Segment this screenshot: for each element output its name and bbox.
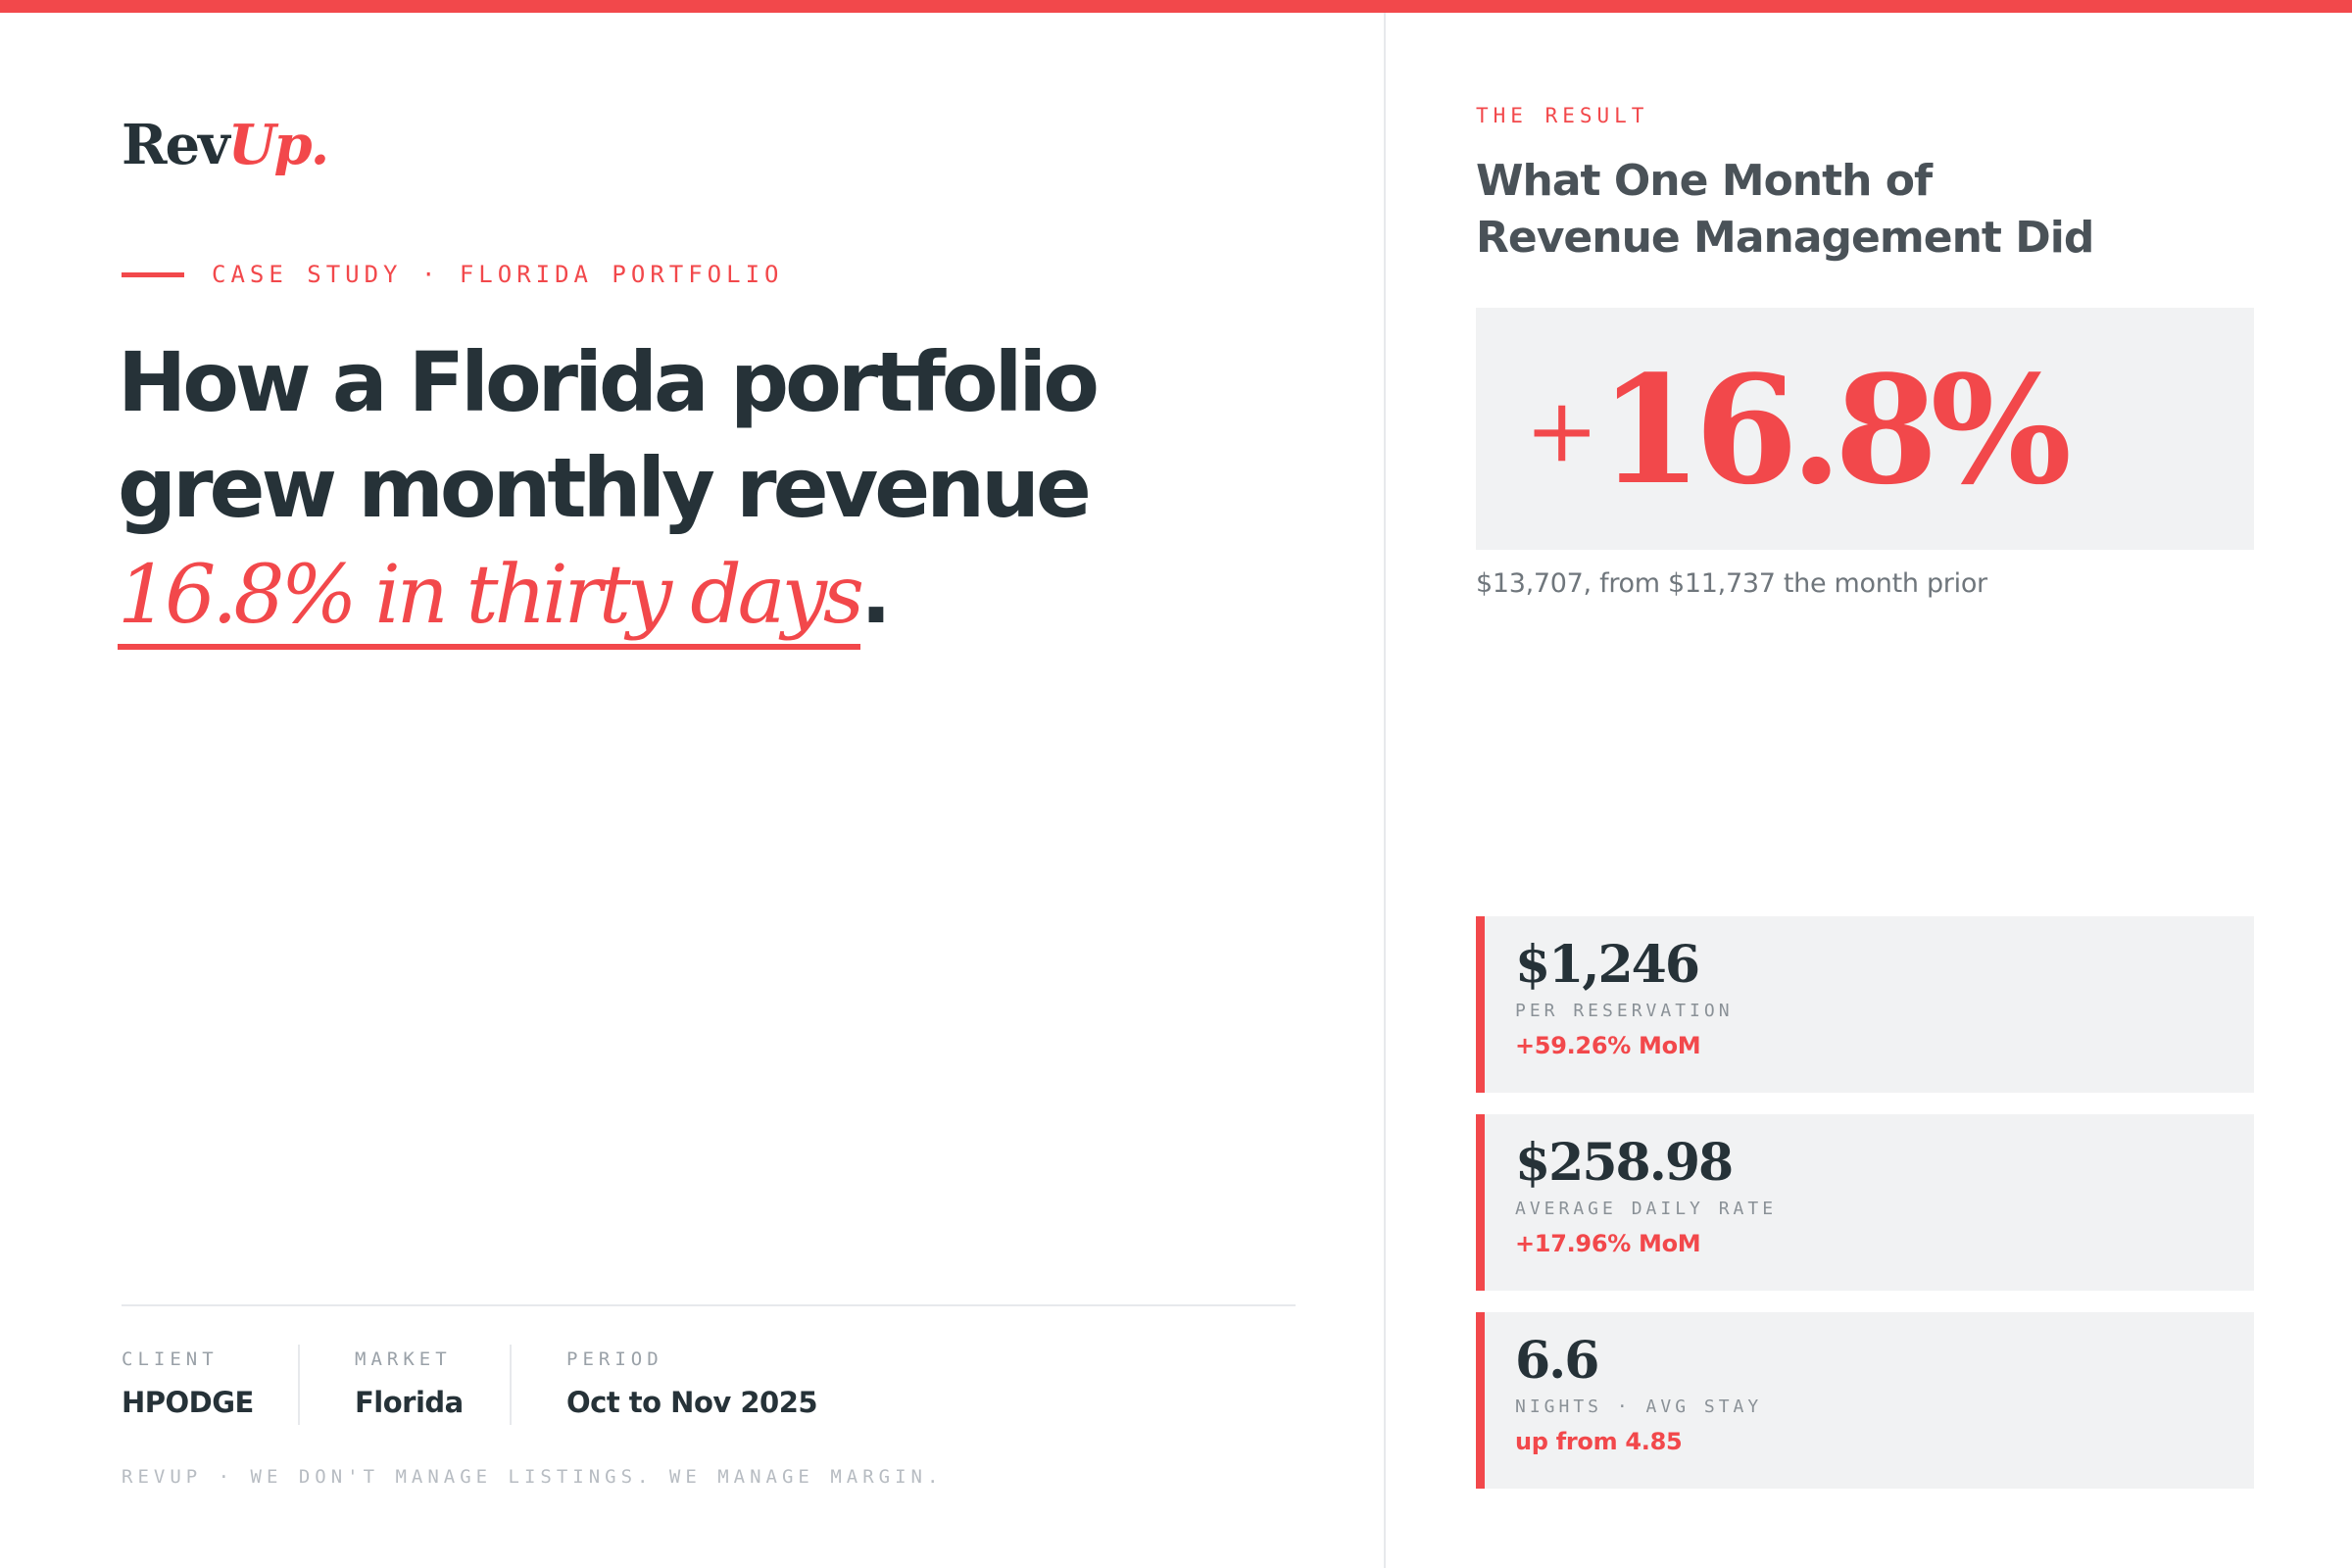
headline: How a Florida portfolio grew monthly rev… <box>118 329 1333 650</box>
result-title-line-1: What One Month of <box>1476 156 1933 206</box>
stat-label: AVERAGE DAILY RATE <box>1515 1199 1778 1219</box>
meta-period-label: PERIOD <box>566 1348 663 1370</box>
stat-change: +59.26% MoM <box>1515 1032 1701 1059</box>
stat-value: $258.98 <box>1515 1133 1734 1193</box>
brand-logo-up: Up. <box>227 113 329 177</box>
stat-card-avg-stay: 6.6 NIGHTS · AVG STAY up from 4.85 <box>1476 1312 2254 1489</box>
meta-market: MARKET Florida <box>355 1345 464 1425</box>
stat-card-per-reservation: $1,246 PER RESERVATION +59.26% MoM <box>1476 916 2254 1093</box>
brand-logo: RevUp. <box>122 106 329 184</box>
meta-client: CLIENT HPODGE <box>122 1345 254 1425</box>
meta-period-value: Oct to Nov 2025 <box>566 1386 818 1419</box>
headline-metric-plus: + <box>1525 379 1599 482</box>
meta-market-label: MARKET <box>355 1348 452 1370</box>
headline-metric-subtext: $13,707, from $11,737 the month prior <box>1476 568 1987 599</box>
eyebrow: CASE STUDY · FLORIDA PORTFOLIO <box>122 257 783 292</box>
headline-metric: +16.8% <box>1525 337 2072 524</box>
result-title-line-2: Revenue Management Did <box>1476 213 2094 263</box>
footer-tagline: REVUP · WE DON'T MANAGE LISTINGS. WE MAN… <box>122 1466 944 1488</box>
headline-metric-box: +16.8% <box>1476 308 2254 550</box>
column-divider <box>1384 13 1386 1568</box>
meta-row: CLIENT HPODGE MARKET Florida PERIOD Oct … <box>122 1345 818 1425</box>
eyebrow-text: CASE STUDY · FLORIDA PORTFOLIO <box>212 261 784 288</box>
stat-card-adr: $258.98 AVERAGE DAILY RATE +17.96% MoM <box>1476 1114 2254 1291</box>
top-accent-bar <box>0 0 2352 13</box>
stat-label: PER RESERVATION <box>1515 1001 1734 1021</box>
meta-market-value: Florida <box>355 1386 464 1419</box>
headline-line-3: 16.8% in thirty days. <box>118 541 1333 650</box>
stat-value: 6.6 <box>1515 1331 1599 1391</box>
meta-period: PERIOD Oct to Nov 2025 <box>566 1345 818 1425</box>
stat-change: +17.96% MoM <box>1515 1230 1701 1257</box>
meta-separator <box>298 1345 300 1425</box>
meta-separator <box>510 1345 512 1425</box>
meta-client-value: HPODGE <box>122 1386 254 1419</box>
meta-client-label: CLIENT <box>122 1348 219 1370</box>
headline-line-1: How a Florida portfolio <box>118 334 1100 430</box>
headline-accent: 16.8% in thirty days <box>118 549 864 650</box>
headline-period: . <box>859 546 892 642</box>
eyebrow-rule <box>122 271 184 277</box>
stat-change: up from 4.85 <box>1515 1428 1683 1455</box>
footer-divider <box>122 1304 1296 1306</box>
headline-line-2: grew monthly revenue <box>118 440 1092 536</box>
stat-value: $1,246 <box>1515 935 1700 995</box>
stat-label: NIGHTS · AVG STAY <box>1515 1396 1763 1417</box>
result-title: What One Month of Revenue Management Did <box>1476 153 2260 267</box>
brand-logo-rev: Rev <box>122 113 230 177</box>
headline-metric-value: 16.8% <box>1598 342 2072 517</box>
result-label: THE RESULT <box>1476 104 1649 127</box>
